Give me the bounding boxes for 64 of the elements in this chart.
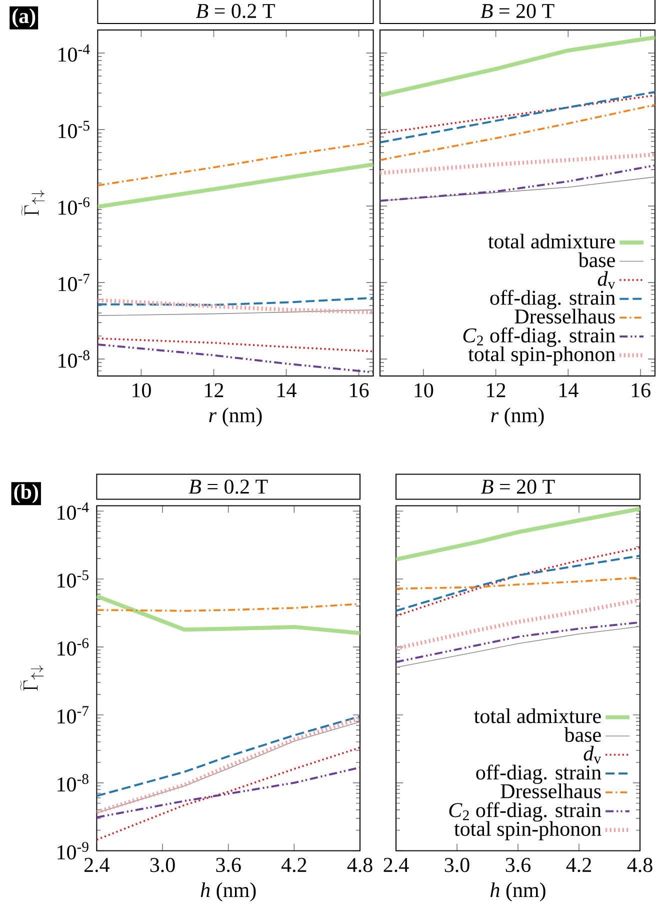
y-axis-title: $\widetilde{\Gamma}_{\uparrow\downarrow}$	[20, 666, 44, 691]
x-axis-title: r (nm)	[491, 408, 544, 427]
x-tick-label: 4.8	[627, 858, 652, 872]
line-series	[98, 338, 374, 352]
x-tick-label: 12	[487, 383, 506, 398]
x-tick-label: 14	[560, 383, 578, 398]
y-tick-label: 10$^{-6}$	[58, 638, 89, 656]
x-tick-label: 4.8	[347, 858, 372, 872]
y-tick-label: 10$^{-4}$	[58, 502, 89, 520]
x-tick-label: 16	[632, 383, 650, 398]
line-series	[96, 594, 360, 636]
y-tick-label: 10$^{-8}$	[58, 350, 90, 368]
line-series	[96, 746, 360, 841]
legend-label: d$_{v}$	[584, 746, 602, 764]
legend-label: Dresselhaus	[500, 784, 601, 798]
chart-title: B = 0.2 T	[196, 4, 275, 18]
y-tick-label: 10$^{-6}$	[58, 197, 90, 215]
x-tick-label: 3.0	[444, 858, 470, 872]
x-tick-label: 2.4	[84, 858, 110, 872]
legend-label: off-diag. strain	[476, 764, 602, 784]
x-tick-label: 10	[414, 383, 434, 398]
line-series	[98, 141, 374, 186]
chart-title: B = 20 T	[480, 4, 554, 18]
legend-label: d$_{v}$	[598, 271, 616, 289]
legend-label: Dresselhaus	[514, 308, 615, 324]
text: (a)	[12, 8, 36, 28]
x-tick-label: 3.6	[506, 858, 531, 872]
line-series	[96, 766, 360, 818]
legend-label: total spin-phonon	[468, 346, 616, 366]
legend-label: total spin-phonon	[454, 821, 602, 840]
x-tick-label: 10	[132, 383, 151, 398]
y-axis-title: $\widetilde{\Gamma}_{\uparrow\downarrow}$	[21, 190, 45, 216]
legend-label: C$_{2}$ off-diag. strain	[449, 802, 602, 822]
y-tick-label: 10$^{-8}$	[58, 774, 88, 792]
x-tick-label: 3.0	[150, 858, 175, 872]
chart-title: B = 20 T	[481, 480, 555, 494]
text: (b)	[14, 484, 38, 504]
legend-label: base	[578, 252, 615, 268]
x-tick-label: 16	[350, 383, 369, 398]
x-tick-label: 4.2	[281, 858, 306, 872]
line-series	[98, 162, 374, 209]
legend-label: total admixture	[474, 708, 601, 724]
line-series	[98, 343, 374, 374]
x-tick-label: 2.4	[384, 858, 409, 872]
y-tick-label: 10$^{-7}$	[58, 274, 90, 292]
legend-label: total admixture	[488, 234, 615, 248]
x-tick-label: 4.2	[566, 858, 591, 872]
y-tick-label: 10$^{-7}$	[58, 706, 89, 724]
line-series	[98, 298, 374, 314]
x-axis-title: r (nm)	[209, 408, 262, 427]
y-tick-label: 10$^{-5}$	[58, 570, 88, 588]
x-tick-label: 12	[205, 383, 224, 398]
x-axis-title: h (nm)	[490, 882, 546, 902]
x-tick-label: 3.6	[216, 858, 241, 872]
line-series	[96, 715, 360, 797]
legend-label: C$_{2}$ off-diag. strain	[463, 328, 616, 347]
legend-label: off-diag. strain	[490, 290, 616, 310]
legend-label: base	[564, 727, 601, 742]
line-series	[98, 296, 374, 306]
y-tick-label: 10$^{-4}$	[58, 44, 90, 62]
y-tick-label: 10$^{-5}$	[58, 120, 90, 138]
x-tick-label: 14	[278, 383, 296, 398]
x-axis-title: h (nm)	[200, 882, 256, 902]
chart-title: B = 0.2 T	[188, 480, 268, 494]
